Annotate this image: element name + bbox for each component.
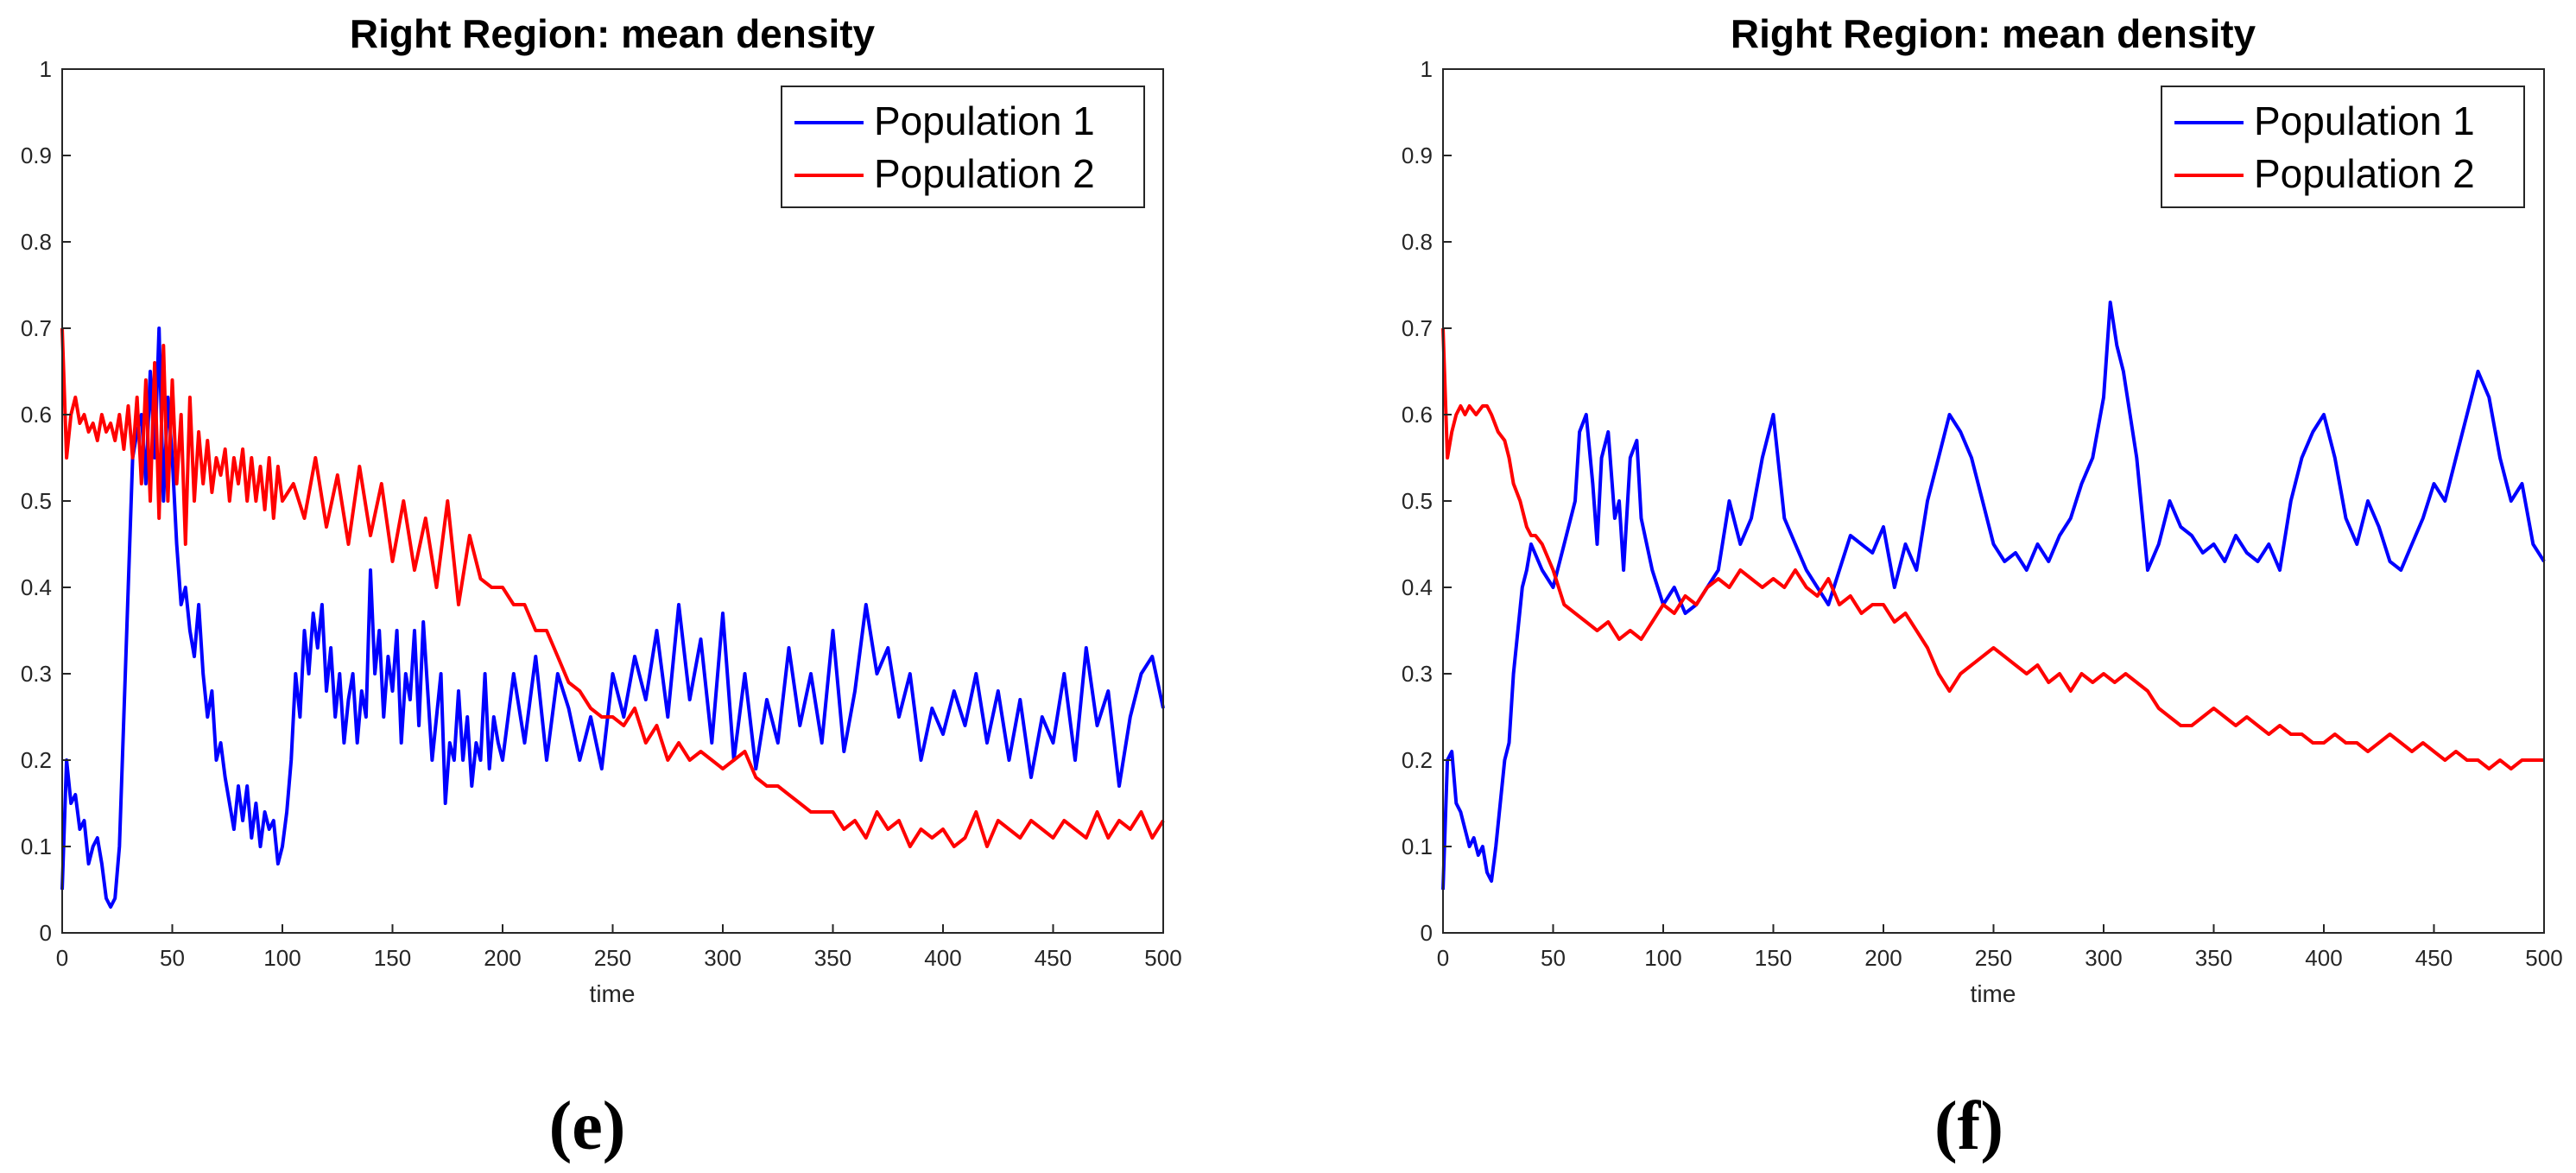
- chart-title-f: Right Region: mean density: [1731, 11, 2256, 56]
- y-tick-label-e-7: 0.7: [21, 315, 52, 341]
- x-tick-label-e-9: 450: [1035, 945, 1072, 971]
- x-tick-label-e-2: 100: [263, 945, 301, 971]
- legend-box-f: [2161, 86, 2525, 208]
- legend-f: Population 1 Population 2: [2161, 86, 2525, 208]
- x-tick-label-f-2: 100: [1644, 945, 1681, 971]
- y-tick-label-f-8: 0.8: [1402, 229, 1433, 255]
- panel-label-e: (e): [549, 1088, 626, 1164]
- x-tick-label-e-1: 50: [160, 945, 185, 971]
- series-line-2-e: [60, 327, 1165, 848]
- y-tick-label-e-6: 0.6: [21, 402, 52, 428]
- x-tick-label-f-4: 200: [1864, 945, 1902, 971]
- y-tick-label-f-4: 0.4: [1402, 574, 1433, 600]
- x-tick-label-f-9: 450: [2415, 945, 2453, 971]
- x-ticks-f: 0 50 100 150 200 250 300 350 400 450 500: [1437, 924, 2563, 971]
- series-line-2-f: [1441, 327, 2544, 770]
- series-line-1-e: [60, 327, 1165, 909]
- y-tick-label-f-5: 0.5: [1402, 488, 1433, 514]
- series-lines-f: [1441, 301, 2546, 891]
- x-tick-label-f-10: 500: [2525, 945, 2562, 971]
- x-tick-label-e-3: 150: [374, 945, 411, 971]
- x-tick-label-f-8: 400: [2305, 945, 2342, 971]
- x-tick-label-f-6: 300: [2085, 945, 2122, 971]
- x-axis-label-f: time: [1971, 980, 2016, 1007]
- y-tick-label-e-5: 0.5: [21, 488, 52, 514]
- legend-label-pop1-e: Population 1: [874, 98, 1095, 143]
- y-tick-label-f-3: 0.3: [1402, 661, 1433, 687]
- y-tick-label-e-3: 0.3: [21, 661, 52, 687]
- series-line-1-f: [1441, 301, 2546, 891]
- y-tick-label-f-6: 0.6: [1402, 402, 1433, 428]
- x-tick-label-e-10: 500: [1144, 945, 1181, 971]
- y-tick-label-e-1: 0.1: [21, 834, 52, 859]
- y-tick-label-e-4: 0.4: [21, 574, 52, 600]
- y-tick-label-e-8: 0.8: [21, 229, 52, 255]
- y-tick-label-f-0: 0: [1421, 920, 1433, 946]
- x-tick-label-f-7: 350: [2195, 945, 2232, 971]
- y-ticks-f: 0 0.1 0.2 0.3 0.4 0.5 0.6 0.7 0.8 0.9 1: [1402, 56, 1452, 946]
- y-tick-label-f-2: 0.2: [1402, 747, 1433, 773]
- legend-label-pop1-f: Population 1: [2254, 98, 2475, 143]
- y-ticks-e: 0 0.1 0.2 0.3 0.4 0.5 0.6 0.7 0.8 0.9 1: [21, 56, 71, 946]
- panel-f: Right Region: mean density 0 0.1 0.2 0.3 0.4…: [1402, 11, 2563, 1164]
- y-tick-label-f-10: 1: [1421, 56, 1433, 82]
- x-tick-label-e-7: 350: [814, 945, 851, 971]
- panel-label-f: (f): [1934, 1088, 2003, 1164]
- x-tick-label-e-8: 400: [924, 945, 961, 971]
- x-tick-label-e-4: 200: [484, 945, 521, 971]
- x-tick-label-e-0: 0: [56, 945, 68, 971]
- x-tick-label-e-6: 300: [704, 945, 741, 971]
- y-tick-label-f-9: 0.9: [1402, 143, 1433, 168]
- x-tick-label-f-3: 150: [1755, 945, 1792, 971]
- y-tick-label-f-1: 0.1: [1402, 834, 1433, 859]
- y-tick-label-e-2: 0.2: [21, 747, 52, 773]
- x-tick-label-e-5: 250: [594, 945, 631, 971]
- series-lines-e: [60, 327, 1165, 909]
- legend-label-pop2-f: Population 2: [2254, 151, 2475, 196]
- panel-e: Right Region: mean density 0 0.1 0.2 0.3 0.4…: [21, 11, 1182, 1164]
- y-tick-label-e-9: 0.9: [21, 143, 52, 168]
- legend-e: Population 1 Population 2: [781, 86, 1145, 208]
- x-tick-label-f-0: 0: [1437, 945, 1449, 971]
- chart-title-e: Right Region: mean density: [350, 11, 876, 56]
- x-axis-label-e: time: [590, 980, 636, 1007]
- x-tick-label-f-1: 50: [1541, 945, 1566, 971]
- x-ticks-e: 0 50 100 150 200 250 300 350 400 450 500: [56, 924, 1182, 971]
- legend-box-e: [781, 86, 1145, 208]
- y-tick-label-e-0: 0: [40, 920, 52, 946]
- legend-label-pop2-e: Population 2: [874, 151, 1095, 196]
- y-tick-label-f-7: 0.7: [1402, 315, 1433, 341]
- x-tick-label-f-5: 250: [1975, 945, 2012, 971]
- y-tick-label-e-10: 1: [40, 56, 52, 82]
